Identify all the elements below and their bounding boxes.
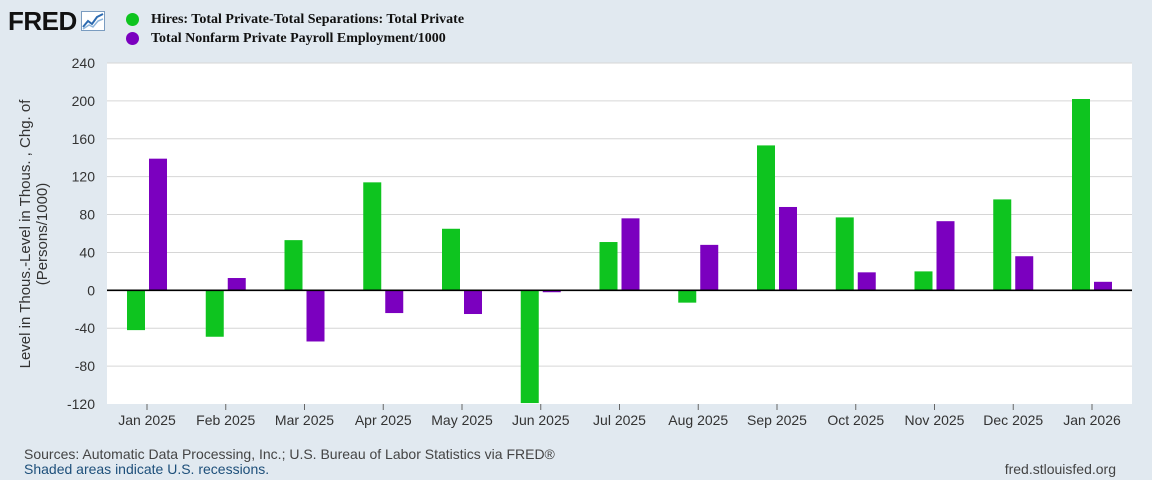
bar-series1-may-2025 xyxy=(442,228,460,291)
bar-series1-oct-2025 xyxy=(835,217,854,291)
y-tick-label: 200 xyxy=(72,93,96,109)
legend-marker-series2 xyxy=(126,32,139,45)
y-tick-label: 0 xyxy=(87,282,95,298)
x-tick-label: Apr 2025 xyxy=(355,412,412,428)
bar-series2-nov-2025 xyxy=(936,221,955,291)
y-tick-label: 80 xyxy=(79,207,95,223)
bar-series2-aug-2025 xyxy=(700,244,719,291)
bar-series1-jun-2025 xyxy=(520,290,539,404)
x-tick-label: Jan 2026 xyxy=(1063,412,1121,428)
bar-series2-may-2025 xyxy=(464,290,482,315)
bar-chart: -120 -80 -40 0 40 80 120 160 200 240 Jan 2025 Feb … xyxy=(17,55,1132,428)
footer-url[interactable]: fred.stlouisfed.org xyxy=(1004,461,1116,477)
bar-series2-jan-2025 xyxy=(149,158,167,291)
bar-series1-sep-2025 xyxy=(757,145,775,291)
bar-series1-dec-2025 xyxy=(993,199,1012,291)
bar-series1-jan-2026 xyxy=(1072,98,1090,291)
trend-line-icon xyxy=(80,11,105,31)
legend-item-series2[interactable]: Total Nonfarm Private Payroll Employment… xyxy=(126,29,464,48)
y-tick-label: -120 xyxy=(67,396,95,412)
fred-logo[interactable]: FRED xyxy=(8,6,105,36)
legend-marker-series1 xyxy=(126,13,139,26)
y-tick-label: 240 xyxy=(72,55,96,71)
x-tick-label: Jan 2025 xyxy=(118,412,176,428)
x-tick-label: Jun 2025 xyxy=(512,412,570,428)
bar-series1-aug-2025 xyxy=(678,290,697,303)
x-tick-label: Jul 2025 xyxy=(593,412,646,428)
y-axis-label: Level in Thous.-Level in Thous. , Chg. o… xyxy=(17,99,51,369)
legend-label-series2: Total Nonfarm Private Payroll Employment… xyxy=(151,30,446,46)
bar-series1-feb-2025 xyxy=(205,290,224,337)
x-tick-label: Dec 2025 xyxy=(983,412,1043,428)
bar-series1-mar-2025 xyxy=(284,240,303,291)
bar-series1-jan-2025 xyxy=(127,290,145,331)
bar-series2-feb-2025 xyxy=(227,278,246,291)
bar-series2-jul-2025 xyxy=(621,218,640,291)
bar-series1-jul-2025 xyxy=(599,242,618,291)
bar-series2-dec-2025 xyxy=(1015,256,1034,291)
x-tick-label: Aug 2025 xyxy=(668,412,728,428)
y-axis-label-line2: (Persons/1000) xyxy=(34,183,51,286)
footer-recession-note[interactable]: Shaded areas indicate U.S. recessions. xyxy=(24,461,270,477)
x-tick-label: Mar 2025 xyxy=(275,412,334,428)
x-tick-label: Oct 2025 xyxy=(827,412,884,428)
chart-legend: Hires: Total Private-Total Separations: … xyxy=(126,10,464,48)
fred-logo-text: FRED xyxy=(8,5,77,36)
y-axis-label-group: Level in Thous.-Level in Thous. , Chg. o… xyxy=(17,99,51,369)
bar-series xyxy=(107,98,1132,404)
y-tick-label: 40 xyxy=(79,244,95,260)
y-axis-label-line1: Level in Thous.-Level in Thous. , Chg. o… xyxy=(17,99,34,369)
bar-series1-apr-2025 xyxy=(363,182,382,291)
y-axis-ticks: -120 -80 -40 0 40 80 120 160 200 240 xyxy=(67,55,95,412)
plot-area xyxy=(107,63,1132,404)
bar-series2-oct-2025 xyxy=(857,272,876,291)
bar-series2-sep-2025 xyxy=(779,206,797,291)
x-axis-ticks: Jan 2025 Feb 2025 Mar 2025 Apr 2025 May 2025… xyxy=(118,404,1121,428)
legend-item-series1[interactable]: Hires: Total Private-Total Separations: … xyxy=(126,10,464,29)
bar-series2-apr-2025 xyxy=(385,290,404,314)
legend-label-series1: Hires: Total Private-Total Separations: … xyxy=(151,11,465,27)
x-tick-label: Sep 2025 xyxy=(747,412,807,428)
bar-series2-jan-2026 xyxy=(1094,281,1112,291)
footer-sources: Sources: Automatic Data Processing, Inc.… xyxy=(24,446,555,462)
bar-series2-jun-2025 xyxy=(542,290,561,293)
gridlines xyxy=(107,62,1132,367)
x-tick-label: Feb 2025 xyxy=(196,412,255,428)
x-tick-label: Nov 2025 xyxy=(905,412,965,428)
bar-series1-nov-2025 xyxy=(914,271,933,291)
y-tick-label: 160 xyxy=(72,131,96,147)
x-tick-label: May 2025 xyxy=(431,412,493,428)
bar-series2-mar-2025 xyxy=(306,290,325,342)
y-tick-label: -40 xyxy=(75,320,95,336)
y-tick-label: -80 xyxy=(75,358,95,374)
y-tick-label: 120 xyxy=(72,169,96,185)
